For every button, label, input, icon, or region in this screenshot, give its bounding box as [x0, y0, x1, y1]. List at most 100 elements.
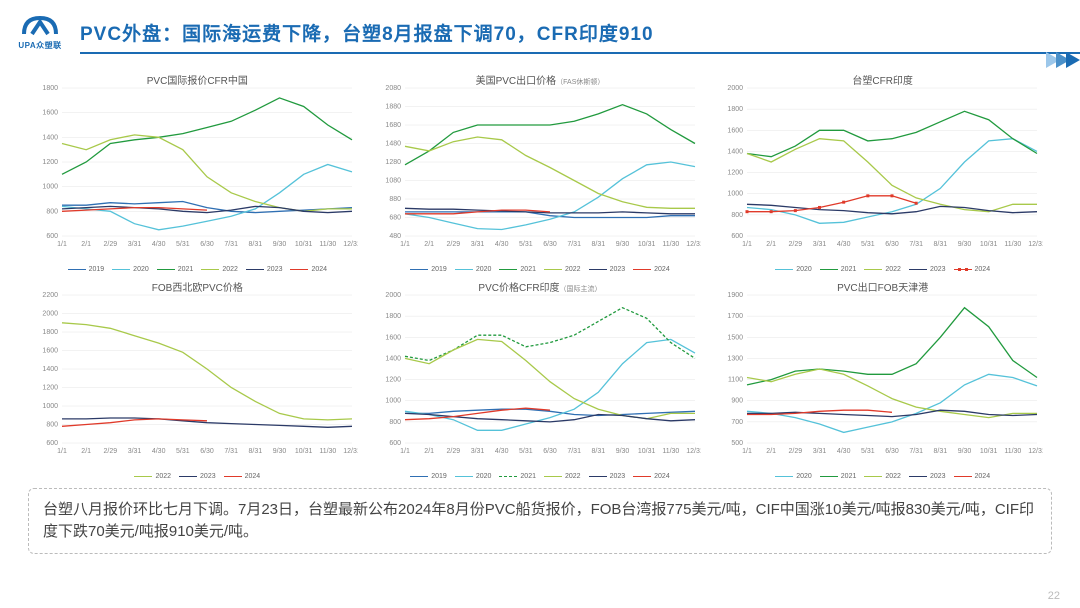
- svg-text:1700: 1700: [728, 313, 744, 320]
- svg-text:5/31: 5/31: [176, 448, 190, 455]
- header-divider: [80, 52, 1080, 54]
- svg-text:7/31: 7/31: [567, 448, 581, 455]
- svg-text:800: 800: [46, 422, 58, 429]
- legend-item: 2021: [499, 266, 536, 273]
- legend-item: 2021: [820, 266, 857, 273]
- svg-text:1800: 1800: [42, 329, 58, 336]
- svg-text:1000: 1000: [42, 403, 58, 410]
- svg-text:9/30: 9/30: [958, 448, 972, 455]
- svg-text:2/1: 2/1: [767, 448, 777, 455]
- chart-legend: 201920202021202220232024: [28, 266, 367, 273]
- legend-item: 2022: [201, 266, 238, 273]
- svg-text:2000: 2000: [728, 85, 744, 92]
- svg-text:2/1: 2/1: [424, 448, 434, 455]
- svg-text:10/31: 10/31: [295, 448, 313, 455]
- svg-text:1600: 1600: [385, 334, 401, 341]
- svg-text:600: 600: [732, 233, 744, 240]
- svg-text:10/31: 10/31: [295, 241, 313, 248]
- svg-text:2/29: 2/29: [789, 448, 803, 455]
- svg-text:7/31: 7/31: [224, 448, 238, 455]
- svg-text:3/31: 3/31: [128, 448, 142, 455]
- svg-text:5/31: 5/31: [861, 241, 875, 248]
- svg-text:6/30: 6/30: [543, 448, 557, 455]
- svg-text:8/31: 8/31: [249, 241, 263, 248]
- svg-text:1800: 1800: [385, 313, 401, 320]
- svg-text:9/30: 9/30: [958, 241, 972, 248]
- svg-text:2/29: 2/29: [104, 241, 118, 248]
- svg-text:8/31: 8/31: [249, 448, 263, 455]
- chart-1: 美国PVC出口价格（FAS休斯顿）48068088010801280148016…: [371, 70, 710, 273]
- svg-text:6/30: 6/30: [886, 448, 900, 455]
- svg-text:8/31: 8/31: [591, 448, 605, 455]
- svg-text:1/1: 1/1: [742, 448, 752, 455]
- legend-item: 2023: [589, 473, 626, 480]
- svg-text:1200: 1200: [42, 159, 58, 166]
- svg-text:3/31: 3/31: [813, 448, 827, 455]
- svg-text:1800: 1800: [42, 85, 58, 92]
- legend-item: 2023: [909, 266, 946, 273]
- svg-text:1300: 1300: [728, 355, 744, 362]
- svg-text:680: 680: [389, 215, 401, 222]
- logo-text: UPA众塑联: [18, 40, 61, 51]
- svg-text:1/1: 1/1: [400, 241, 410, 248]
- svg-text:8/31: 8/31: [934, 241, 948, 248]
- svg-text:5/31: 5/31: [861, 448, 875, 455]
- svg-text:600: 600: [46, 233, 58, 240]
- svg-text:2/1: 2/1: [424, 241, 434, 248]
- svg-text:11/30: 11/30: [1005, 241, 1022, 248]
- svg-text:1100: 1100: [728, 377, 743, 384]
- svg-text:12/31: 12/31: [343, 241, 358, 248]
- svg-text:2080: 2080: [385, 85, 401, 92]
- chart-5: PVC出口FOB天津港50070090011001300150017001900…: [713, 277, 1052, 480]
- svg-text:3/31: 3/31: [813, 241, 827, 248]
- svg-text:10/31: 10/31: [980, 241, 998, 248]
- svg-text:7/31: 7/31: [910, 241, 924, 248]
- svg-text:1400: 1400: [42, 134, 58, 141]
- legend-item: 2024: [290, 266, 327, 273]
- legend-item: 2019: [410, 473, 447, 480]
- svg-text:7/31: 7/31: [567, 241, 581, 248]
- svg-text:1/1: 1/1: [57, 448, 67, 455]
- svg-text:4/30: 4/30: [152, 241, 166, 248]
- header: UPA众塑联 PVC外盘：国际海运费下降，台塑8月报盘下调70，CFR印度910: [0, 0, 1080, 54]
- svg-text:7/31: 7/31: [910, 448, 924, 455]
- svg-text:5/31: 5/31: [519, 448, 533, 455]
- svg-text:5/31: 5/31: [176, 241, 190, 248]
- svg-text:1000: 1000: [728, 191, 744, 198]
- svg-text:700: 700: [732, 419, 744, 426]
- svg-text:2/29: 2/29: [446, 448, 460, 455]
- svg-text:6/30: 6/30: [200, 241, 214, 248]
- legend-item: 2021: [820, 473, 857, 480]
- svg-text:1600: 1600: [42, 348, 58, 355]
- svg-text:9/30: 9/30: [273, 448, 287, 455]
- svg-text:1280: 1280: [385, 159, 401, 166]
- svg-text:8/31: 8/31: [934, 448, 948, 455]
- svg-text:11/30: 11/30: [662, 241, 679, 248]
- chart-legend: 20202021202220232024: [713, 473, 1052, 480]
- svg-text:10/31: 10/31: [638, 448, 656, 455]
- charts-grid: PVC国际报价CFR中国600800100012001400160018001/…: [0, 54, 1080, 486]
- chart-4: PVC价格CFR印度（国际主流）600800100012001400160018…: [371, 277, 710, 480]
- svg-text:1200: 1200: [728, 170, 744, 177]
- svg-text:880: 880: [389, 196, 401, 203]
- legend-item: 2022: [864, 266, 901, 273]
- svg-text:11/30: 11/30: [319, 241, 336, 248]
- svg-text:600: 600: [46, 440, 58, 447]
- legend-item: 2023: [909, 473, 946, 480]
- svg-text:1800: 1800: [728, 106, 744, 113]
- svg-text:6/30: 6/30: [543, 241, 557, 248]
- svg-text:2/1: 2/1: [81, 448, 91, 455]
- chart-0: PVC国际报价CFR中国600800100012001400160018001/…: [28, 70, 367, 273]
- legend-item: 2022: [864, 473, 901, 480]
- svg-text:600: 600: [389, 440, 401, 447]
- legend-item: 2020: [775, 266, 812, 273]
- legend-item: 2024: [224, 473, 261, 480]
- svg-text:800: 800: [732, 212, 744, 219]
- legend-item: 2020: [455, 473, 492, 480]
- svg-text:11/30: 11/30: [1005, 448, 1022, 455]
- svg-text:1680: 1680: [385, 122, 401, 129]
- svg-text:6/30: 6/30: [886, 241, 900, 248]
- legend-item: 2022: [134, 473, 171, 480]
- svg-text:2000: 2000: [42, 311, 58, 318]
- legend-item: 2020: [775, 473, 812, 480]
